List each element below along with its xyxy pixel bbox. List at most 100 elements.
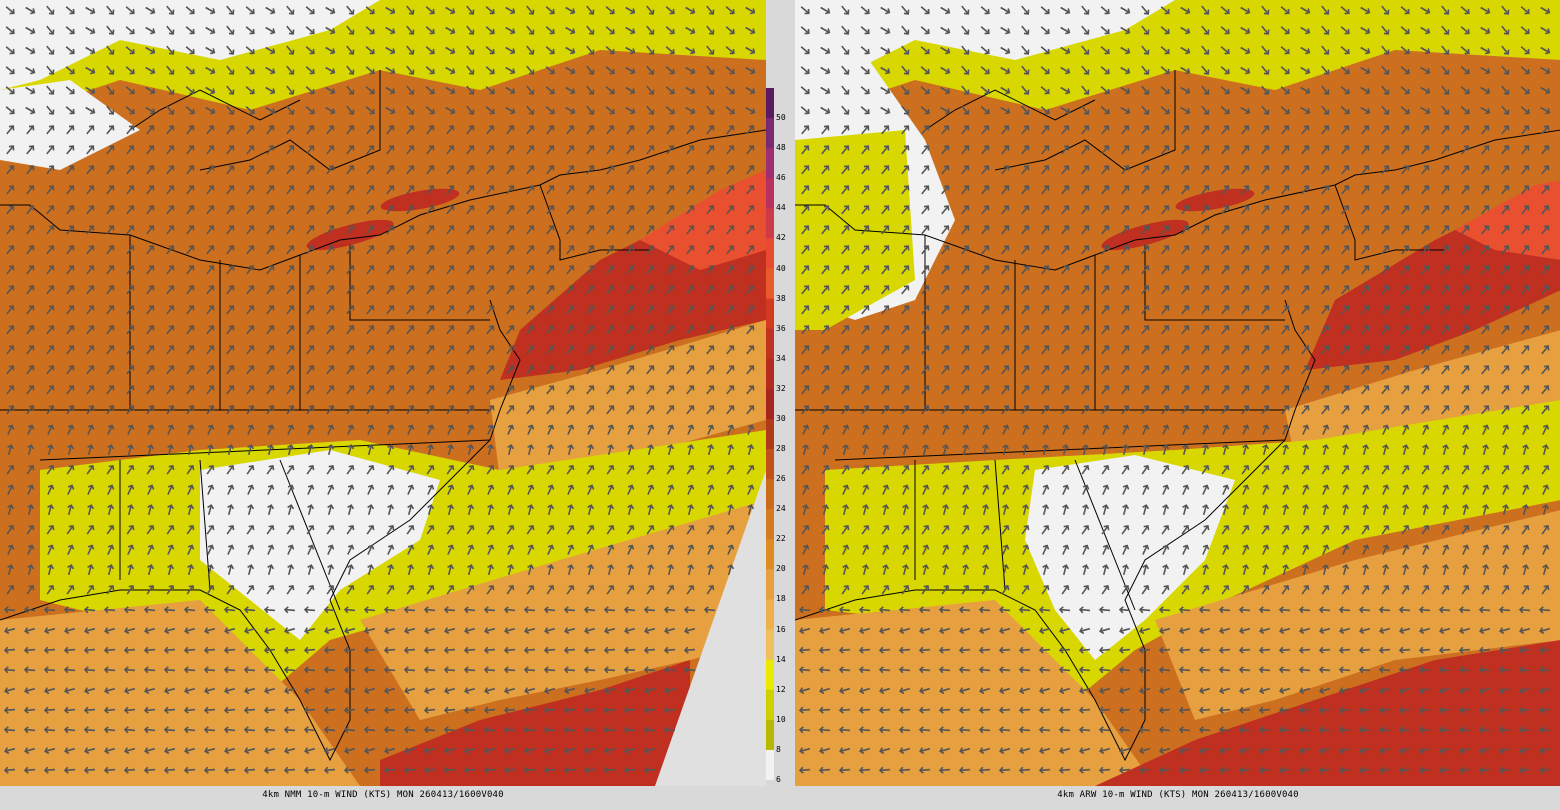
wind-arrow — [466, 305, 475, 315]
wind-arrow — [1081, 385, 1090, 395]
wind-arrow — [203, 726, 216, 734]
wind-arrow — [266, 125, 275, 135]
wind-arrow — [143, 726, 156, 734]
wind-arrow — [306, 285, 315, 295]
wind-arrow — [127, 484, 135, 495]
colorbar-tick-label: 44 — [776, 203, 786, 213]
wind-arrow — [1202, 504, 1210, 516]
wind-arrow — [1540, 106, 1551, 115]
wind-arrow — [127, 424, 135, 435]
wind-arrow — [1301, 185, 1310, 195]
wind-arrow — [1421, 285, 1430, 295]
wind-arrow — [286, 145, 295, 155]
wind-arrow — [125, 26, 135, 35]
wind-arrow — [942, 424, 950, 435]
wind-arrow — [526, 205, 535, 215]
wind-arrow — [1441, 305, 1450, 315]
wind-arrow — [646, 105, 655, 115]
wind-arrow — [266, 325, 275, 335]
wind-arrow — [586, 584, 595, 595]
wind-arrow — [66, 225, 75, 235]
wind-arrow — [1081, 45, 1090, 55]
arw-wind-field — [795, 0, 1560, 786]
wind-arrow — [1321, 464, 1330, 475]
wind-arrow — [267, 504, 275, 516]
wind-arrow — [1198, 646, 1211, 654]
wind-arrow — [1302, 424, 1310, 435]
wind-arrow — [483, 646, 496, 654]
wind-arrow — [464, 627, 476, 635]
wind-arrow — [1021, 85, 1030, 95]
wind-arrow — [365, 66, 375, 75]
wind-arrow — [880, 46, 891, 55]
wind-arrow — [879, 687, 891, 695]
wind-arrow — [706, 385, 715, 395]
wind-arrow — [727, 484, 735, 495]
wind-arrow — [1278, 646, 1291, 654]
wind-arrow — [1360, 6, 1371, 15]
wind-arrow — [643, 706, 656, 714]
wind-arrow — [46, 325, 55, 335]
wind-arrow — [1460, 46, 1470, 55]
wind-arrow — [838, 606, 851, 614]
wind-arrow — [266, 145, 275, 155]
wind-arrow — [1520, 26, 1530, 35]
wind-arrow — [1298, 766, 1311, 774]
wind-arrow — [146, 145, 155, 155]
wind-arrow — [586, 305, 595, 315]
wind-arrow — [962, 564, 970, 576]
wind-arrow — [1098, 766, 1111, 774]
wind-arrow — [1242, 544, 1250, 555]
wind-arrow — [1258, 726, 1271, 734]
wind-arrow — [667, 564, 675, 576]
wind-arrow — [246, 305, 255, 315]
wind-arrow — [423, 706, 436, 714]
wind-arrow — [526, 464, 535, 475]
wind-arrow — [643, 606, 656, 614]
wind-arrow — [666, 325, 675, 335]
wind-arrow — [306, 225, 315, 235]
wind-arrow — [1160, 106, 1170, 115]
wind-arrow — [801, 405, 810, 415]
wind-arrow — [1342, 484, 1350, 495]
wind-arrow — [167, 564, 175, 576]
wind-arrow — [466, 205, 475, 215]
wind-arrow — [1001, 185, 1010, 195]
wind-arrow — [1381, 225, 1390, 235]
wind-arrow — [663, 726, 676, 734]
wind-arrow — [1382, 504, 1390, 516]
wind-arrow — [961, 524, 970, 535]
wind-arrow — [286, 385, 295, 395]
wind-arrow — [106, 524, 115, 535]
wind-arrow — [404, 687, 416, 695]
wind-arrow — [166, 385, 175, 395]
wind-arrow — [1538, 646, 1551, 654]
wind-arrow — [861, 524, 870, 535]
wind-arrow — [347, 424, 355, 435]
wind-arrow — [346, 5, 355, 15]
wind-arrow — [343, 706, 356, 714]
wind-arrow — [1061, 405, 1070, 415]
wind-arrow — [344, 747, 356, 755]
wind-arrow — [1501, 365, 1510, 375]
wind-arrow — [146, 524, 155, 535]
wind-arrow — [1259, 627, 1271, 635]
wind-arrow — [26, 225, 35, 235]
wind-arrow — [523, 666, 536, 674]
wind-arrow — [1381, 105, 1390, 115]
wind-arrow — [1038, 646, 1051, 654]
wind-arrow — [565, 86, 576, 95]
wind-arrow — [166, 45, 175, 55]
wind-arrow — [526, 165, 535, 175]
wind-arrow — [1182, 504, 1190, 516]
wind-arrow — [1501, 65, 1510, 75]
wind-arrow — [566, 245, 575, 255]
wind-arrow — [6, 225, 15, 235]
wind-arrow — [146, 405, 155, 415]
wind-arrow — [506, 205, 515, 215]
wind-arrow — [1182, 424, 1190, 435]
wind-arrow — [1181, 584, 1190, 595]
wind-arrow — [1201, 105, 1210, 115]
wind-arrow — [145, 66, 156, 75]
wind-arrow — [44, 747, 56, 755]
